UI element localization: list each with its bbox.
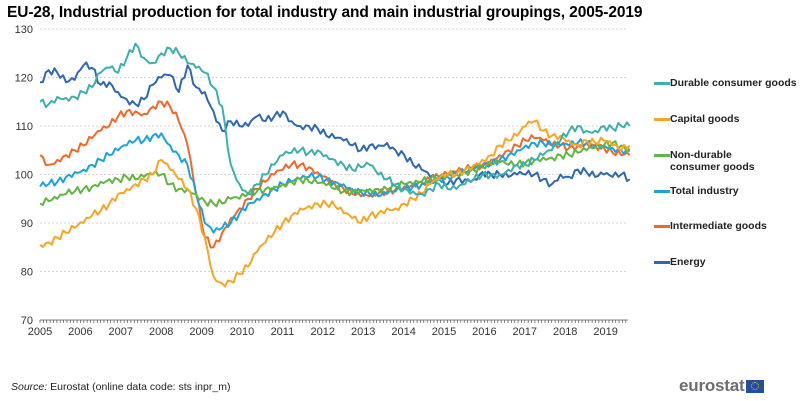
y-axis: 70 80 90 100 110 120 130 [15,24,33,327]
legend-item-capital-goods[interactable]: Capital goods [654,113,800,125]
x-tick-label: 2016 [472,326,496,338]
x-tick-label: 2011 [271,326,295,338]
source-note: Source: Eurostat (online data code: sts … [11,381,230,393]
legend-swatch [654,189,670,193]
x-tick-label: 2006 [68,326,92,338]
series-line-total-industry [39,132,631,234]
legend-label: Capital goods [670,113,740,125]
y-tick-label: 80 [21,267,33,279]
source-prefix: Source: [11,381,48,393]
legend-item-non-durable-consumer-goods[interactable]: Non-durable consumer goods [654,149,782,173]
y-tick-label: 130 [15,24,33,36]
legend-swatch [654,117,670,121]
legend-swatch [654,260,670,264]
logo-text: eurostat [679,376,745,395]
legend-item-total-industry[interactable]: Total industry [654,185,800,197]
legend-item-durable-consumer-goods[interactable]: Durable consumer goods [654,77,800,89]
y-tick-label: 90 [21,218,33,230]
eu-flag-icon [746,379,765,393]
series-line-non-durable-consumer-goods [39,139,631,208]
y-tick-label: 70 [21,315,33,327]
x-tick-label: 2010 [230,326,254,338]
series-line-capital-goods [39,119,631,288]
x-tick-label: 2009 [189,326,213,338]
legend-swatch [654,224,670,228]
legend-label: Energy [670,256,706,268]
y-tick-label: 100 [15,170,33,182]
legend-label: Durable consumer goods [670,77,797,89]
chart-title: EU-28, Industrial production for total i… [7,4,643,21]
series-group [39,42,631,288]
legend-swatch [654,81,670,85]
legend-label: Total industry [670,185,739,197]
series-line-durable-consumer-goods [39,42,631,197]
x-axis: 2005 2006 2007 2008 2009 2010 2011 2012 2013 2014… [28,319,628,338]
y-tick-label: 110 [15,121,33,133]
x-tick-label: 2007 [109,326,133,338]
x-tick-label: 2015 [432,326,456,338]
x-tick-label: 2008 [149,326,173,338]
x-tick-label: 2014 [391,326,415,338]
legend-label: Intermediate goods [670,220,767,232]
series-line-energy [39,61,631,188]
y-tick-label: 120 [15,73,33,85]
x-tick-label: 2019 [593,326,617,338]
legend-swatch [654,153,670,157]
x-tick-label: 2012 [311,326,335,338]
series-line-intermediate-goods [39,100,631,249]
legend-item-energy[interactable]: Energy [654,256,800,268]
grid-lines [40,28,628,272]
legend-label: Non-durable consumer goods [670,149,755,173]
source-text: Eurostat (online data code: sts inpr_m) [47,381,231,393]
legend-item-intermediate-goods[interactable]: Intermediate goods [654,220,800,232]
x-tick-label: 2005 [28,326,52,338]
x-tick-label: 2013 [351,326,375,338]
x-tick-label: 2017 [513,326,537,338]
eurostat-logo: eurostat [679,376,765,396]
x-tick-label: 2018 [553,326,577,338]
